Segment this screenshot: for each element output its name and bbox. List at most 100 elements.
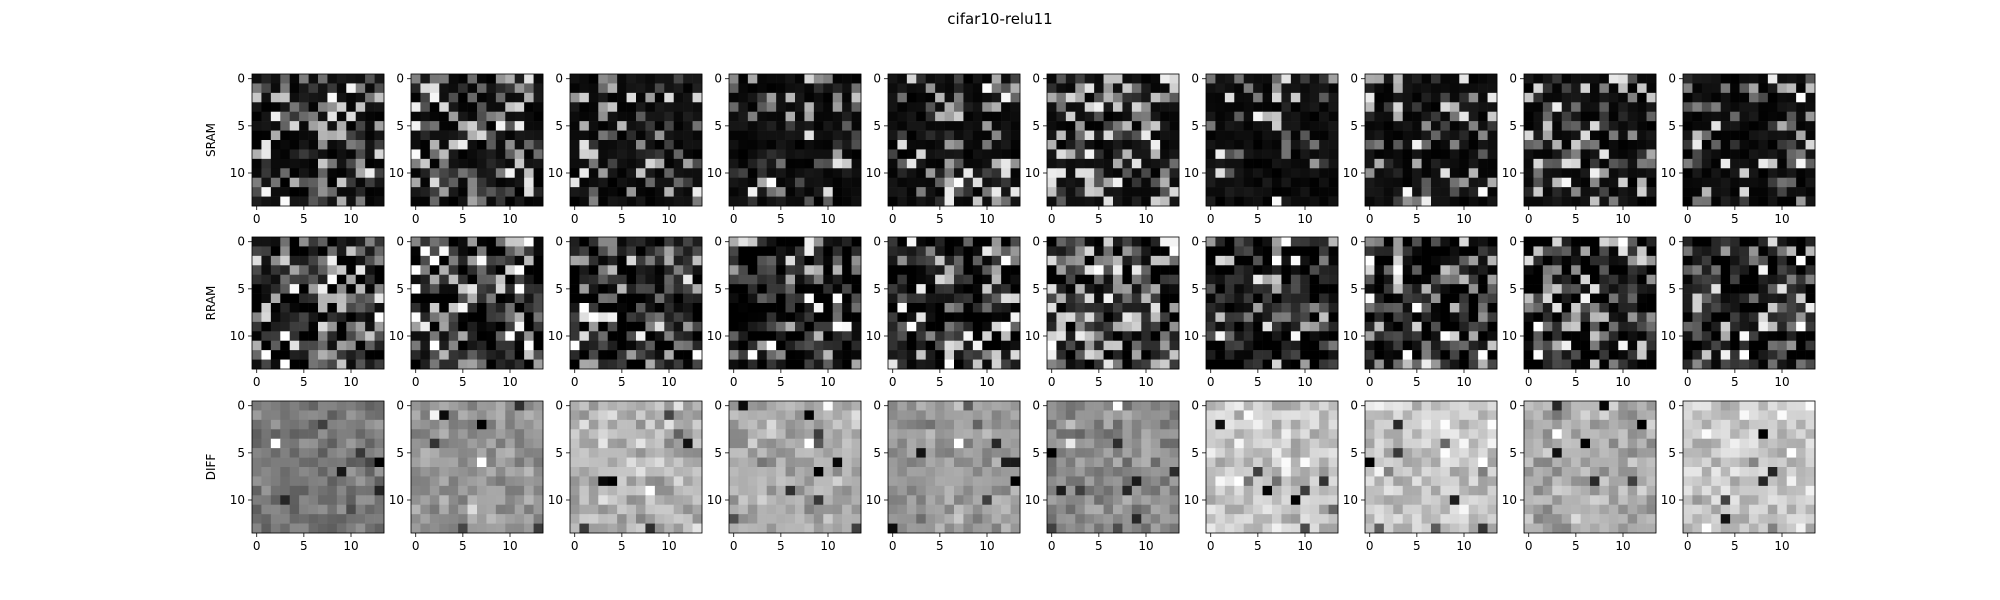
heatmap-cell — [1206, 149, 1216, 160]
heatmap-cell — [1113, 359, 1123, 370]
heatmap-cell — [804, 419, 815, 430]
heatmap-cell — [1478, 168, 1488, 179]
heatmap-cell — [1431, 177, 1441, 188]
heatmap-cell — [289, 485, 300, 496]
heatmap-cell — [1001, 149, 1011, 160]
heatmap-cell — [261, 331, 272, 342]
heatmap-cell — [963, 121, 974, 131]
heatmap-cell — [925, 340, 936, 351]
heatmap-cell — [1160, 187, 1170, 197]
heatmap-cell — [944, 359, 955, 370]
x-tick-label: 5 — [1572, 212, 1580, 226]
heatmap-cell — [1150, 255, 1161, 266]
heatmap-cell — [1599, 149, 1610, 160]
heatmap-cell — [1637, 331, 1647, 342]
heatmap-cell — [261, 111, 272, 122]
heatmap-cell — [1113, 177, 1123, 188]
heatmap-cell — [308, 140, 319, 150]
y-tick-label: 5 — [1668, 119, 1676, 133]
heatmap-cell — [524, 429, 534, 440]
heatmap-cell — [1786, 130, 1797, 141]
heatmap-cell — [1739, 359, 1750, 370]
heatmap-cell — [1571, 359, 1581, 370]
heatmap-cell — [1412, 237, 1422, 247]
heatmap-cell — [524, 321, 534, 332]
heatmap-cell — [692, 350, 703, 360]
heatmap-cell — [1365, 121, 1375, 131]
heatmap-cell — [1047, 187, 1057, 197]
heatmap-cell — [1234, 140, 1245, 150]
heatmap-cell — [588, 187, 599, 197]
heatmap-cell — [1711, 168, 1722, 179]
heatmap-cell — [1561, 312, 1572, 323]
heatmap-cell — [1103, 265, 1114, 276]
heatmap-cell — [588, 514, 599, 524]
heatmap-cell — [1618, 168, 1629, 179]
heatmap-cell — [1524, 246, 1534, 257]
heatmap-cell — [1215, 83, 1226, 94]
heatmap-cell — [1402, 293, 1413, 304]
heatmap-cell — [1383, 177, 1394, 188]
heatmap-cell — [1431, 312, 1441, 323]
heatmap-cell — [1590, 255, 1600, 266]
heatmap-cell — [1777, 168, 1788, 179]
heatmap-cell — [1309, 265, 1320, 276]
heatmap-cell — [299, 410, 309, 421]
panel-frame — [251, 73, 385, 207]
heatmap-cell — [1300, 321, 1311, 332]
heatmap-cell — [1224, 102, 1235, 113]
heatmap-cell — [673, 504, 684, 515]
heatmap-cell — [439, 331, 450, 342]
heatmap-cell — [1224, 111, 1235, 122]
heatmap-cell — [588, 196, 599, 207]
heatmap-cell — [1683, 331, 1693, 342]
heatmap-cell — [439, 340, 450, 351]
heatmap-cell — [916, 274, 927, 285]
heatmap-cell — [1272, 74, 1282, 84]
heatmap-cell — [1786, 350, 1797, 360]
heatmap-cell — [1637, 321, 1647, 332]
heatmap-cell — [1767, 246, 1778, 257]
heatmap-cell — [738, 448, 749, 458]
heatmap-cell — [1440, 340, 1451, 351]
heatmap-cell — [477, 158, 487, 169]
heatmap-cell — [683, 111, 693, 122]
heatmap-cell — [1449, 177, 1460, 188]
heatmap-cell — [1215, 111, 1226, 122]
heatmap-cell — [1131, 168, 1142, 179]
heatmap-cell — [1412, 350, 1422, 360]
heatmap-cell — [524, 476, 534, 487]
heatmap-cell — [1599, 312, 1610, 323]
heatmap-cell — [842, 303, 852, 313]
heatmap-cell — [795, 168, 805, 179]
heatmap-cell — [1683, 83, 1693, 94]
heatmap-cell — [1758, 303, 1769, 313]
heatmap-cell — [299, 448, 309, 458]
heatmap-cell — [664, 504, 675, 515]
heatmap-cell — [1796, 340, 1806, 351]
heatmap-cell — [1113, 187, 1123, 197]
heatmap-cell — [626, 438, 637, 449]
heatmap-cell — [842, 476, 852, 487]
heatmap-cell — [1468, 284, 1479, 294]
heatmap-cell — [1730, 303, 1740, 313]
heatmap-cell — [524, 149, 534, 160]
heatmap-cell — [448, 401, 459, 411]
heatmap-cell — [916, 293, 927, 304]
heatmap-cell — [280, 149, 291, 160]
heatmap-cell — [851, 111, 862, 122]
heatmap-cell — [897, 187, 908, 197]
heatmap-cell — [1767, 331, 1778, 342]
heatmap-cell — [897, 284, 908, 294]
heatmap-cell — [280, 265, 291, 276]
heatmap-cell — [888, 293, 898, 304]
heatmap-cell — [252, 312, 262, 323]
heatmap-cell — [738, 504, 749, 515]
heatmap-cell — [888, 187, 898, 197]
heatmap-cell — [935, 237, 945, 247]
heatmap-cell — [1805, 246, 1816, 257]
heatmap-cell — [514, 158, 525, 169]
heatmap-cell — [1637, 284, 1647, 294]
heatmap-cell — [1047, 350, 1057, 360]
heatmap-cell — [1160, 265, 1170, 276]
